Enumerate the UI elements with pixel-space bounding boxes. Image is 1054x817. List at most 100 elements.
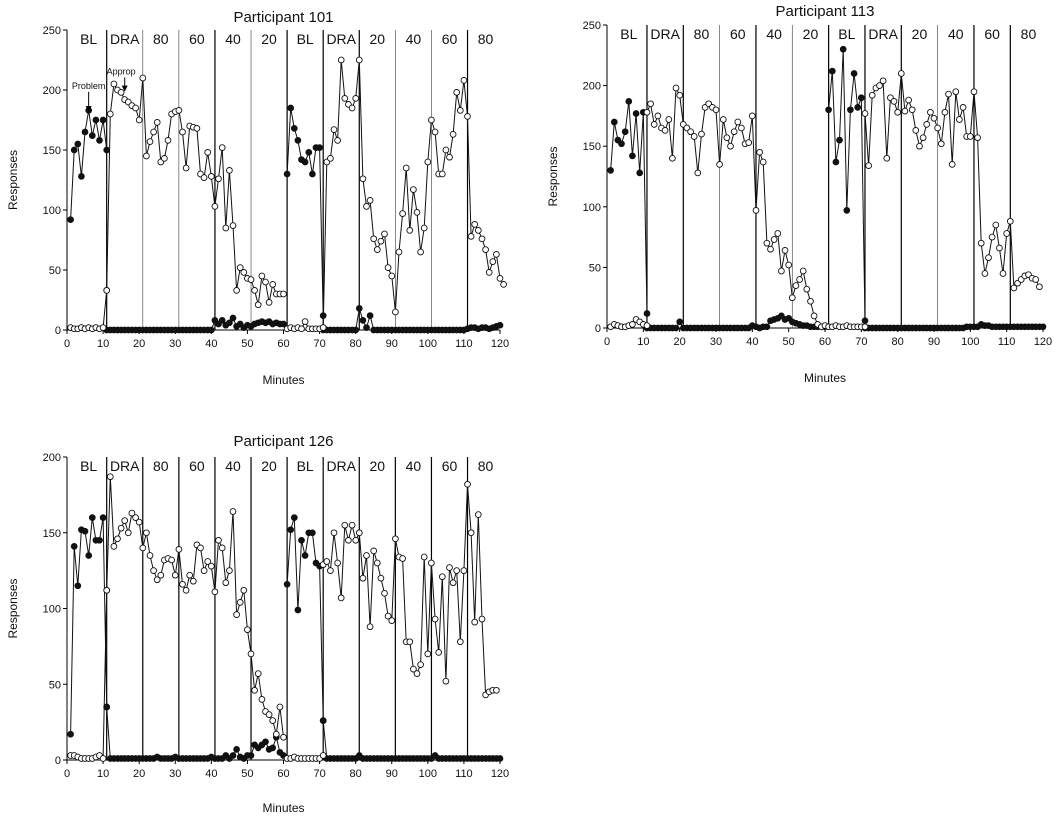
data-point-approp (110, 543, 118, 550)
data-point-approp (200, 567, 208, 574)
x-tick-label: 110 (455, 768, 473, 780)
data-point-approp (377, 237, 385, 245)
data-point-approp (647, 100, 654, 108)
x-tick-label: 120 (491, 768, 509, 780)
data-point-approp (985, 254, 992, 262)
data-point-approp (363, 552, 370, 559)
annotation-arrowhead (85, 106, 92, 112)
data-point-approp (948, 161, 956, 168)
data-point-approp (1010, 284, 1018, 292)
data-point-approp (431, 128, 439, 136)
data-point-approp (453, 567, 461, 574)
data-point-approp (727, 142, 734, 150)
data-point-approp (402, 164, 410, 172)
data-point-approp (438, 170, 446, 178)
x-tick-label: 40 (205, 768, 217, 780)
phase-label: BL (80, 31, 97, 47)
data-point-approp (496, 275, 504, 282)
data-point-approp (745, 139, 753, 146)
data-point-problem (621, 128, 629, 136)
x-tick-label: 90 (386, 338, 398, 350)
data-point-approp (901, 107, 909, 115)
data-point-problem (88, 132, 96, 139)
data-point-approp (1006, 217, 1014, 225)
y-tick-label: 150 (43, 528, 61, 540)
data-point-approp (153, 119, 161, 126)
data-point-approp (117, 89, 125, 96)
data-point-approp (712, 106, 720, 114)
data-point-approp (153, 576, 161, 584)
data-point-approp (222, 224, 230, 232)
data-point-problem (218, 317, 226, 324)
data-point-approp (182, 164, 190, 172)
data-point-approp (719, 116, 727, 123)
data-point-problem (861, 317, 869, 325)
phase-label: BL (297, 31, 314, 47)
data-point-approp (424, 158, 432, 166)
data-point-approp (207, 173, 215, 180)
data-point-approp (229, 222, 237, 229)
data-point-approp (770, 236, 778, 243)
data-point-approp (319, 752, 327, 759)
data-point-approp (233, 287, 240, 294)
data-point-approp (182, 586, 190, 594)
data-point-approp (919, 134, 927, 142)
data-point-approp (197, 544, 204, 552)
phase-label: 40 (948, 26, 964, 42)
x-tick-label: 10 (637, 336, 649, 348)
data-point-approp (493, 686, 500, 694)
data-point-approp (752, 207, 760, 214)
data-point-problem (70, 543, 78, 550)
data-point-approp (189, 577, 197, 585)
data-point-approp (276, 703, 284, 711)
data-point-problem (301, 552, 309, 559)
y-axis-label: Responses (6, 578, 20, 638)
data-point-approp (359, 175, 367, 183)
data-point-approp (103, 586, 111, 594)
data-point-approp (128, 509, 136, 517)
x-tick-label: 60 (819, 336, 831, 348)
phase-label: DRA (868, 26, 898, 42)
y-tick-label: 100 (583, 202, 601, 214)
phase-label: 40 (406, 31, 422, 47)
x-tick-label: 10 (97, 768, 109, 780)
data-point-problem (363, 324, 370, 331)
x-tick-label: 70 (855, 336, 867, 348)
data-point-problem (854, 104, 862, 111)
data-point-approp (377, 574, 385, 582)
data-point-problem (305, 149, 313, 156)
data-point-problem (99, 116, 107, 124)
data-point-approp (410, 665, 417, 673)
data-point-approp (355, 56, 363, 64)
x-tick-label: 120 (1034, 336, 1052, 348)
data-point-approp (767, 245, 774, 253)
series-line-approp (70, 590, 108, 760)
y-tick-label: 150 (43, 145, 61, 157)
data-point-problem (643, 310, 651, 317)
data-point-approp (897, 70, 905, 77)
data-point-approp (438, 573, 446, 581)
data-point-approp (150, 128, 157, 136)
data-point-approp (781, 247, 789, 254)
data-point-approp (355, 529, 363, 537)
y-tick-label: 200 (43, 85, 61, 97)
x-tick-label: 110 (998, 336, 1016, 348)
data-point-approp (489, 258, 497, 265)
phase-label: 80 (153, 458, 169, 474)
data-point-approp (106, 110, 114, 118)
data-point-approp (413, 209, 421, 216)
data-point-approp (345, 536, 352, 544)
data-point-approp (424, 650, 432, 658)
data-point-approp (124, 529, 132, 537)
data-point-approp (135, 116, 143, 124)
phase-label: 80 (153, 31, 169, 47)
data-point-approp (204, 558, 212, 565)
data-point-approp (1036, 283, 1043, 291)
x-tick-label: 40 (746, 336, 758, 348)
data-point-problem (96, 536, 103, 544)
data-point-approp (456, 107, 464, 114)
data-point-approp (215, 536, 222, 544)
data-point-approp (643, 322, 651, 329)
data-point-approp (323, 558, 331, 565)
data-point-problem (88, 514, 96, 521)
